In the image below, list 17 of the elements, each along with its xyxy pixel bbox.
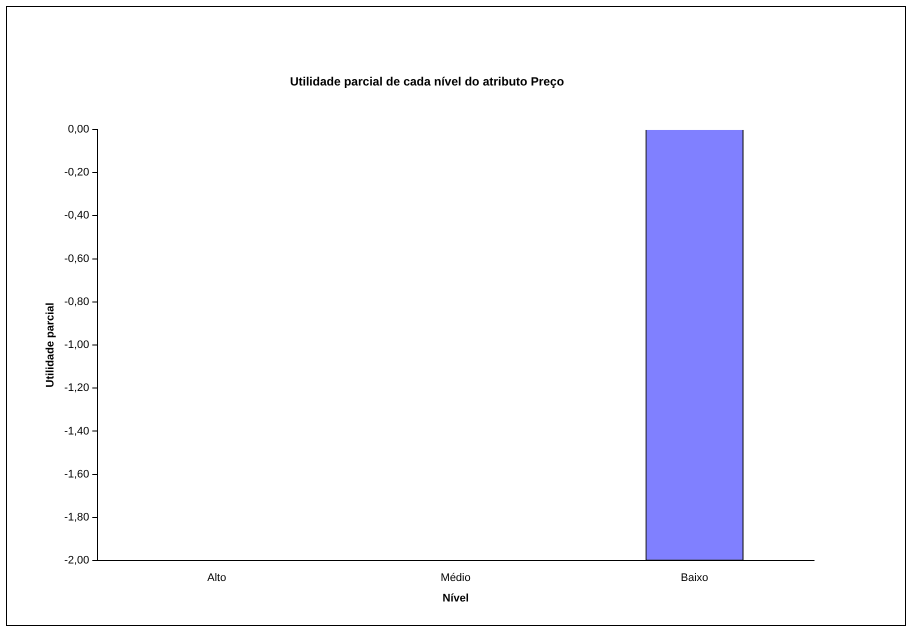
- y-tick-label: -0,80: [64, 296, 90, 308]
- y-tick-label: -1,60: [64, 468, 90, 480]
- y-tick-label: 0,00: [68, 123, 90, 136]
- y-tick-label: -2,00: [64, 554, 90, 567]
- y-tick-label: -1,40: [64, 425, 90, 438]
- chart-title: Utilidade parcial de cada nível do atributo Preço: [290, 74, 564, 89]
- y-tick-label: -1,00: [64, 339, 90, 352]
- x-tick-label: Alto: [207, 572, 226, 584]
- y-tick-label: -0,20: [64, 166, 90, 179]
- y-tick-label: -1,20: [64, 382, 90, 394]
- x-tick-label: Baixo: [680, 572, 708, 584]
- y-tick-label: -0,60: [64, 252, 90, 265]
- x-tick-label: Médio: [440, 572, 471, 584]
- y-tick-label: -1,80: [64, 512, 90, 524]
- y-axis-title: Utilidade parcial: [44, 302, 57, 388]
- x-axis-title: Nível: [442, 592, 469, 604]
- y-tick-label: -0,40: [64, 210, 90, 222]
